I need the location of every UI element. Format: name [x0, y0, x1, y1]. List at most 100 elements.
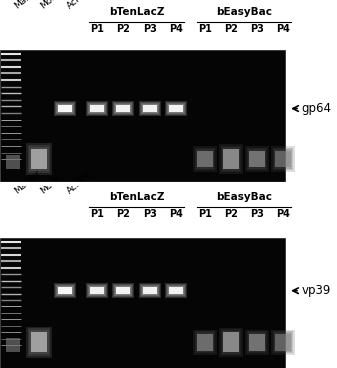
Bar: [140, 102, 160, 115]
Bar: [143, 105, 157, 112]
Bar: [193, 146, 217, 171]
Text: Mock: Mock: [39, 174, 63, 196]
Bar: [142, 286, 158, 295]
Text: P3: P3: [143, 209, 157, 219]
Text: P1: P1: [90, 24, 104, 34]
Bar: [113, 102, 133, 115]
Bar: [168, 104, 184, 113]
Bar: [247, 148, 267, 170]
Bar: [115, 286, 131, 295]
Bar: [221, 329, 241, 355]
Bar: [245, 146, 269, 171]
Text: AcNPV: AcNPV: [65, 0, 93, 11]
Bar: [197, 151, 213, 167]
Bar: [193, 330, 217, 355]
Bar: [56, 285, 74, 296]
Bar: [169, 105, 183, 112]
Bar: [90, 287, 104, 294]
Text: P4: P4: [169, 24, 183, 34]
Bar: [219, 328, 243, 357]
Bar: [56, 103, 74, 114]
Bar: [142, 104, 158, 113]
Text: P4: P4: [276, 209, 290, 219]
Text: P2: P2: [224, 209, 238, 219]
Bar: [31, 149, 47, 169]
Bar: [165, 283, 187, 298]
Bar: [139, 283, 161, 298]
Bar: [273, 331, 293, 353]
Text: gp64: gp64: [302, 102, 332, 115]
Bar: [89, 286, 105, 295]
Bar: [28, 145, 50, 173]
Bar: [88, 285, 106, 296]
Bar: [274, 333, 292, 352]
Bar: [168, 286, 184, 295]
Bar: [169, 287, 183, 294]
Bar: [0, 185, 285, 238]
Bar: [0, 50, 285, 182]
Bar: [114, 103, 132, 114]
Bar: [141, 103, 159, 114]
Text: P1: P1: [90, 209, 104, 219]
Bar: [275, 334, 290, 350]
Bar: [57, 104, 73, 113]
Text: P3: P3: [250, 24, 264, 34]
Bar: [28, 328, 50, 356]
Bar: [55, 284, 75, 297]
Text: P4: P4: [276, 24, 290, 34]
Bar: [166, 284, 186, 297]
Bar: [0, 238, 285, 368]
Bar: [245, 330, 269, 355]
Bar: [166, 102, 186, 115]
Bar: [112, 283, 134, 298]
Bar: [29, 330, 49, 354]
Bar: [26, 144, 52, 175]
Bar: [248, 149, 266, 169]
Bar: [6, 338, 20, 353]
Bar: [167, 103, 185, 114]
Bar: [248, 333, 266, 352]
Bar: [26, 327, 52, 358]
Bar: [115, 104, 131, 113]
Bar: [219, 145, 243, 174]
Bar: [54, 101, 76, 116]
Bar: [112, 101, 134, 116]
Bar: [196, 149, 214, 169]
Text: Marker: Marker: [13, 169, 43, 196]
Text: AcNPV: AcNPV: [65, 170, 93, 196]
Bar: [114, 285, 132, 296]
Bar: [86, 283, 108, 298]
Bar: [31, 332, 47, 353]
Bar: [271, 146, 295, 171]
Bar: [88, 103, 106, 114]
Bar: [139, 101, 161, 116]
Text: bEasyBac: bEasyBac: [216, 192, 272, 202]
Bar: [0, 0, 285, 50]
Bar: [275, 151, 290, 167]
Text: P3: P3: [143, 24, 157, 34]
Bar: [223, 332, 239, 353]
Bar: [29, 147, 49, 171]
Bar: [58, 105, 72, 112]
Text: P1: P1: [198, 209, 212, 219]
Bar: [54, 283, 76, 298]
Bar: [87, 284, 107, 297]
Text: bTenLacZ: bTenLacZ: [109, 7, 164, 17]
Text: P2: P2: [116, 209, 130, 219]
Text: bTenLacZ: bTenLacZ: [109, 192, 164, 202]
Bar: [223, 149, 239, 169]
Bar: [58, 287, 72, 294]
Bar: [221, 146, 241, 172]
Bar: [90, 105, 104, 112]
Bar: [247, 331, 267, 353]
Bar: [57, 286, 73, 295]
Bar: [167, 285, 185, 296]
Text: vp39: vp39: [302, 284, 331, 297]
Bar: [140, 284, 160, 297]
Bar: [195, 148, 215, 170]
Text: P1: P1: [198, 24, 212, 34]
Bar: [89, 104, 105, 113]
Bar: [195, 331, 215, 353]
Text: P2: P2: [116, 24, 130, 34]
Text: Marker: Marker: [13, 0, 43, 11]
